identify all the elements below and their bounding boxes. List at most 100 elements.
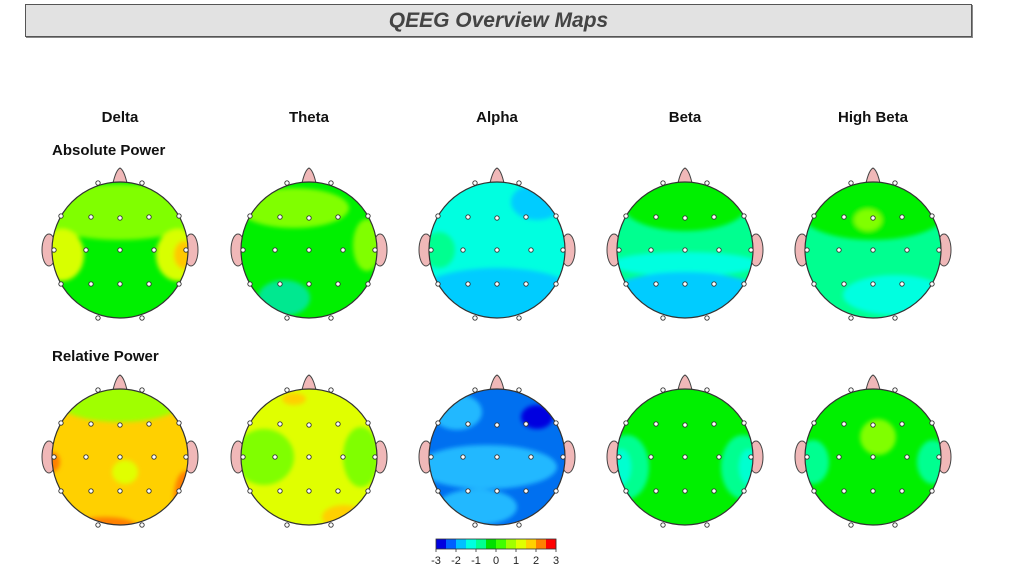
electrode-t5 (58, 281, 64, 287)
electrode-pz (682, 281, 688, 287)
electrode-fp1 (95, 387, 101, 393)
electrode-f8 (929, 213, 935, 219)
electrode-o2 (892, 315, 898, 321)
electrode-pz (306, 488, 312, 494)
electrode-f3 (277, 421, 283, 427)
z-score-region (429, 232, 455, 268)
electrode-f7 (623, 420, 629, 426)
electrode-cz (870, 454, 876, 460)
electrode-p4 (523, 488, 529, 494)
z-score-region (73, 517, 137, 525)
z-score-region (241, 188, 349, 228)
electrode-c4 (151, 247, 157, 253)
electrode-t3 (804, 247, 810, 253)
electrode-cz (306, 247, 312, 253)
electrode-c4 (340, 454, 346, 460)
electrode-t5 (623, 488, 629, 494)
electrode-p4 (335, 281, 341, 287)
electrode-fp2 (328, 180, 334, 186)
electrode-c3 (648, 247, 654, 253)
electrode-fp2 (704, 387, 710, 393)
electrode-c3 (460, 454, 466, 460)
electrode-f3 (465, 421, 471, 427)
electrode-t5 (811, 281, 817, 287)
colorbar-tick-label: -3 (431, 555, 441, 567)
band-label-alpha: Alpha (476, 109, 518, 126)
electrode-fz (306, 422, 312, 428)
electrode-p3 (88, 488, 94, 494)
electrode-pz (117, 488, 123, 494)
z-score-region (805, 440, 829, 484)
electrode-t3 (428, 454, 434, 460)
electrode-t4 (560, 247, 566, 253)
electrode-f3 (277, 214, 283, 220)
z-score-region (617, 449, 631, 485)
electrode-p3 (841, 488, 847, 494)
electrode-t6 (176, 281, 182, 287)
electrode-p3 (88, 281, 94, 287)
electrode-p4 (711, 488, 717, 494)
colorbar: -3 -2 -1 0 1 2 3 (431, 538, 559, 567)
colorbar-segment (466, 539, 477, 549)
electrode-o1 (95, 315, 101, 321)
electrode-f4 (899, 214, 905, 220)
electrode-t6 (553, 488, 559, 494)
electrode-t4 (560, 454, 566, 460)
electrode-t4 (748, 454, 754, 460)
electrode-f4 (523, 214, 529, 220)
electrode-f4 (711, 421, 717, 427)
electrode-fz (494, 215, 500, 221)
electrode-t3 (240, 247, 246, 253)
electrode-f3 (653, 421, 659, 427)
nose-icon (112, 167, 128, 184)
electrode-fp2 (516, 180, 522, 186)
electrode-fz (870, 215, 876, 221)
z-score-region (429, 268, 565, 318)
electrode-f4 (146, 421, 152, 427)
electrode-pz (682, 488, 688, 494)
electrode-c4 (716, 247, 722, 253)
title-bar: QEEG Overview Maps (25, 4, 972, 37)
electrode-fp2 (892, 180, 898, 186)
electrode-t5 (247, 281, 253, 287)
electrode-o1 (848, 315, 854, 321)
topomap-absolute-beta (606, 167, 764, 321)
colorbar-tick-label: 2 (533, 555, 539, 567)
electrode-f3 (653, 214, 659, 220)
nose-icon (677, 374, 693, 391)
electrode-p4 (711, 281, 717, 287)
electrode-f7 (811, 213, 817, 219)
electrode-p3 (277, 488, 283, 494)
electrode-fp1 (284, 387, 290, 393)
electrode-t4 (372, 454, 378, 460)
electrode-c4 (528, 454, 534, 460)
electrode-o1 (95, 522, 101, 528)
electrode-t3 (804, 454, 810, 460)
colorbar-segment (526, 539, 537, 549)
z-score-region (617, 272, 753, 318)
electrode-t5 (435, 281, 441, 287)
electrode-c4 (528, 247, 534, 253)
electrode-f3 (465, 214, 471, 220)
electrode-t3 (428, 247, 434, 253)
electrode-p3 (465, 281, 471, 287)
electrode-o2 (516, 522, 522, 528)
electrode-fp2 (516, 387, 522, 393)
electrode-fz (117, 215, 123, 221)
nose-icon (301, 167, 317, 184)
topomap-relative-delta (41, 374, 199, 528)
electrode-f4 (523, 421, 529, 427)
row-label-absolute: Absolute Power (52, 142, 166, 159)
band-label-delta: Delta (102, 109, 139, 126)
topomap-absolute-theta (230, 167, 388, 321)
topomap-absolute-delta (41, 167, 199, 321)
band-label-high-beta: High Beta (838, 109, 909, 126)
electrode-o2 (328, 522, 334, 528)
electrode-t6 (929, 281, 935, 287)
electrode-c4 (904, 454, 910, 460)
colorbar-segment (486, 539, 497, 549)
z-score-region (353, 219, 377, 271)
electrode-c4 (904, 247, 910, 253)
electrode-t4 (183, 454, 189, 460)
